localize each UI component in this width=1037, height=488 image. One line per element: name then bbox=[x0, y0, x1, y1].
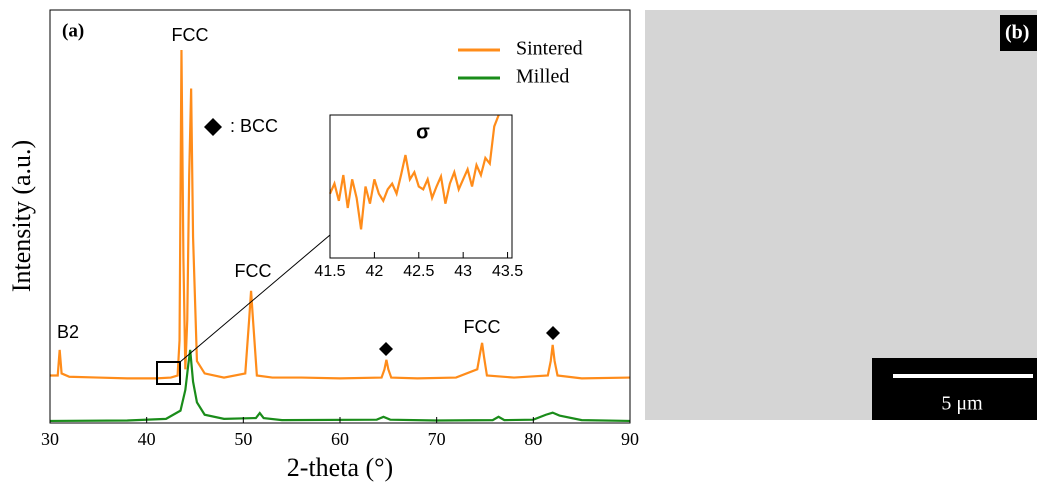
data-line bbox=[49, 349, 631, 423]
y-axis-label: Intensity (a.u.) bbox=[7, 140, 36, 292]
zoom-connector bbox=[179, 234, 331, 363]
annotation: FCC bbox=[464, 317, 501, 337]
annotation: FCC bbox=[172, 25, 209, 45]
x-tick-label: 42 bbox=[365, 263, 383, 280]
x-tick-label: 43.5 bbox=[492, 263, 523, 280]
scale-bar-bg bbox=[872, 358, 1037, 420]
panel-label: (b) bbox=[1005, 22, 1029, 44]
x-tick-label: 40 bbox=[138, 429, 156, 449]
x-tick-label: 80 bbox=[524, 429, 542, 449]
data-line bbox=[328, 114, 500, 230]
annotation: : BCC bbox=[230, 116, 278, 136]
x-tick-label: 50 bbox=[234, 429, 252, 449]
x-axis-label: 2-theta (°) bbox=[287, 453, 393, 482]
zoom-box bbox=[156, 361, 181, 385]
legend-label: Sintered bbox=[516, 38, 583, 60]
annotation: B2 bbox=[57, 322, 79, 342]
bcc-marker bbox=[379, 342, 393, 356]
data-line bbox=[50, 50, 631, 380]
scale-bar-label: 5 μm bbox=[941, 393, 983, 415]
x-tick-label: 43 bbox=[454, 263, 472, 280]
micrograph-texture bbox=[645, 10, 1037, 420]
x-tick-label: 90 bbox=[621, 429, 639, 449]
panel-label: (a) bbox=[62, 20, 84, 41]
panel-label-bg bbox=[1000, 15, 1037, 51]
micrograph: (b) 5 μm bbox=[645, 10, 1037, 420]
bcc-legend-marker bbox=[204, 118, 222, 136]
x-tick-label: 41.5 bbox=[314, 263, 345, 280]
inset-bg bbox=[330, 115, 512, 258]
x-tick-label: 42.5 bbox=[403, 263, 434, 280]
bcc-marker bbox=[546, 326, 560, 340]
x-tick-label: 70 bbox=[428, 429, 446, 449]
x-tick-label: 60 bbox=[331, 429, 349, 449]
inset-annotation: σ bbox=[416, 121, 430, 143]
annotation: FCC bbox=[235, 261, 272, 281]
legend-label: Milled bbox=[516, 66, 569, 88]
plot-frame bbox=[329, 114, 513, 259]
x-tick-label: 30 bbox=[41, 429, 59, 449]
